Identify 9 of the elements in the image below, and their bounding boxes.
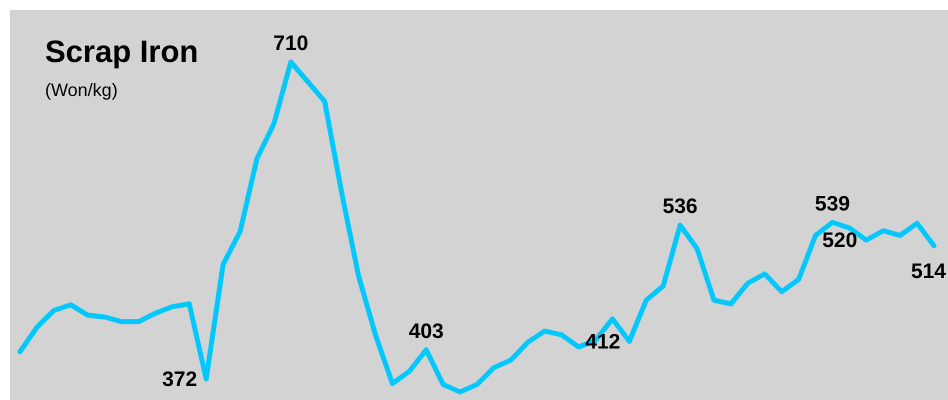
data-label: 520 bbox=[822, 229, 858, 252]
data-label: 403 bbox=[408, 320, 444, 343]
text: (Won/kg) bbox=[45, 80, 118, 100]
data-label: 372 bbox=[162, 368, 198, 391]
data-label: 539 bbox=[814, 192, 850, 216]
data-label: 710 bbox=[273, 32, 308, 55]
data-label: 514 bbox=[910, 260, 946, 283]
chart-title: Scrap Iron bbox=[45, 34, 198, 69]
data-label: 536 bbox=[662, 195, 698, 218]
